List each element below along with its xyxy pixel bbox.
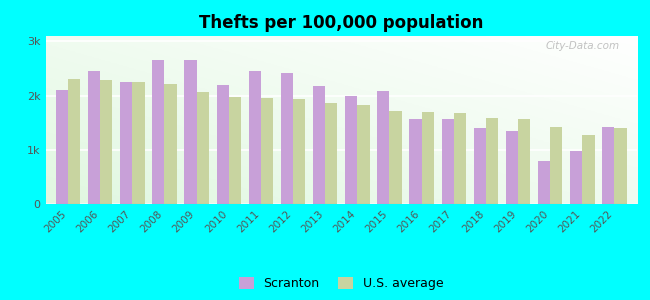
Bar xyxy=(538,160,550,204)
Bar xyxy=(56,90,68,204)
Bar xyxy=(570,151,582,204)
Bar xyxy=(582,135,595,204)
Bar xyxy=(185,60,196,204)
Bar xyxy=(152,60,164,204)
Bar xyxy=(506,131,518,204)
Bar xyxy=(88,71,100,204)
Text: City-Data.com: City-Data.com xyxy=(545,41,619,51)
Bar xyxy=(550,127,562,204)
Bar xyxy=(441,119,454,204)
Bar xyxy=(313,86,325,204)
Bar xyxy=(358,105,370,204)
Bar xyxy=(196,92,209,204)
Bar xyxy=(229,97,241,204)
Bar xyxy=(133,82,144,204)
Bar xyxy=(216,85,229,204)
Bar xyxy=(486,118,498,204)
Bar xyxy=(422,112,434,204)
Bar xyxy=(603,127,614,204)
Bar xyxy=(389,111,402,204)
Bar xyxy=(410,119,422,204)
Bar xyxy=(614,128,627,204)
Bar xyxy=(100,80,112,204)
Bar xyxy=(249,71,261,204)
Bar xyxy=(518,119,530,204)
Bar xyxy=(474,128,486,204)
Bar xyxy=(164,84,177,204)
Bar xyxy=(281,73,293,204)
Bar xyxy=(345,96,358,204)
Bar xyxy=(325,103,337,204)
Legend: Scranton, U.S. average: Scranton, U.S. average xyxy=(233,272,449,295)
Bar xyxy=(293,99,306,204)
Bar xyxy=(261,98,273,204)
Bar xyxy=(68,80,80,204)
Bar xyxy=(120,82,133,204)
Title: Thefts per 100,000 population: Thefts per 100,000 population xyxy=(199,14,484,32)
Bar xyxy=(454,113,466,204)
Bar xyxy=(377,91,389,204)
